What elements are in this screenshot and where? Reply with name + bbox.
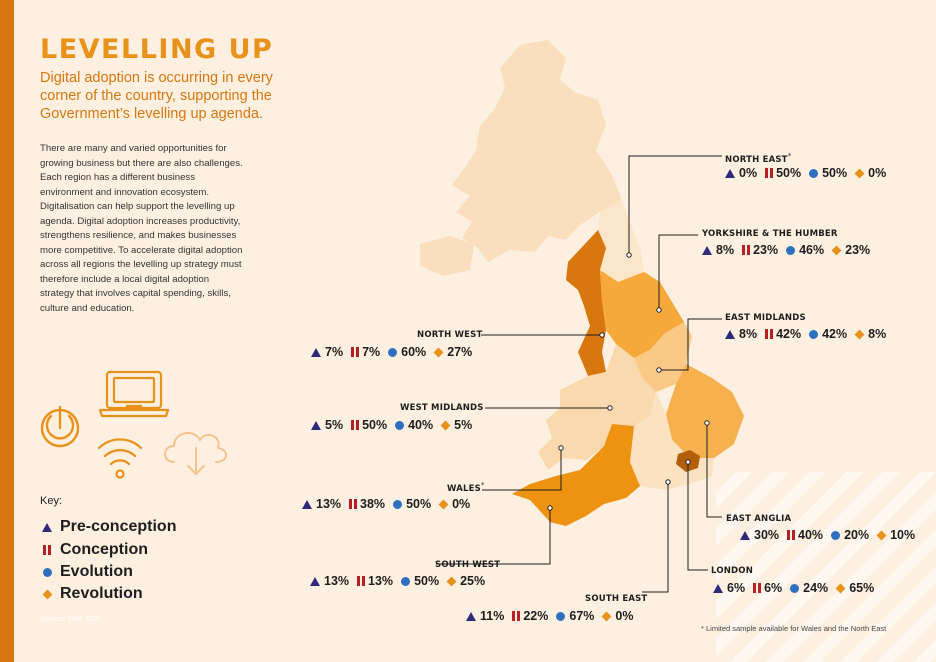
diamond-icon [433,347,444,357]
decorative-stripes [716,472,936,662]
diamond-icon [854,329,865,339]
bars-icon [351,347,355,357]
page-subtitle: Digital adoption is occurring in every c… [40,70,273,122]
triangle-icon [302,499,312,509]
region-west-midlands [600,344,656,426]
stats-north-east: 0% 50% 50% 0% [725,166,886,180]
bars-icon [43,545,46,555]
diamond-icon [440,420,451,430]
bars-icon [765,329,769,339]
region-north-east [598,200,644,282]
region-northern-ireland [420,236,474,276]
region-east-midlands [634,322,692,392]
leader-end-points [547,252,710,511]
circle-icon [831,530,841,540]
circle-icon [809,168,819,178]
bars-icon [753,583,757,593]
stats-yorkshire: 8% 23% 46% 23% [702,243,870,257]
leader-lines [436,155,722,593]
circle-icon [401,576,411,586]
circle-icon [809,329,819,339]
circle-icon [393,499,403,509]
label-south-east: SOUTH EAST [585,594,648,604]
circle-icon [556,611,566,621]
triangle-icon [466,611,476,621]
key-item-evolution: Evolution [40,563,133,581]
label-north-east: NORTH EAST* [725,152,792,165]
triangle-icon [725,168,735,178]
diamond-icon [438,499,449,509]
bars-icon [765,168,769,178]
label-south-west: SOUTH WEST [435,560,501,570]
wifi-icon [97,438,143,479]
label-wales: WALES* [447,481,485,494]
stats-london: 6% 6% 24% 65% [713,581,874,595]
laptop-icon [98,370,170,418]
diamond-icon [854,168,865,178]
circle-icon [786,245,796,255]
diamond-icon [601,611,612,621]
stats-east-anglia: 30% 40% 20% 10% [740,528,915,542]
triangle-icon [311,420,321,430]
key-label: Key: [40,495,63,507]
key-item-pre-conception: Pre-conception [40,518,176,536]
bars-icon [351,420,355,430]
triangle-icon [42,522,52,532]
bars-icon [512,611,516,621]
bars-icon [742,245,746,255]
side-accent-bar [0,0,14,662]
label-east-midlands: EAST MIDLANDS [725,313,806,323]
label-london: LONDON [711,566,754,576]
source-note: Source: DMI, BCC [40,614,102,623]
circle-icon [388,347,398,357]
stats-east-midlands: 8% 42% 42% 8% [725,327,886,341]
triangle-icon [311,347,321,357]
diamond-icon [831,245,842,255]
circle-icon [42,567,52,577]
bars-icon [357,576,361,586]
power-icon [40,405,80,448]
stats-south-west: 13% 13% 50% 25% [310,574,485,588]
region-wales [538,372,612,470]
diamond-icon [42,589,53,599]
intro-paragraph: There are many and varied opportunities … [40,143,243,314]
key-item-conception: Conception [40,541,148,559]
region-east-anglia [666,364,744,458]
bars-icon [349,499,353,509]
region-south-west [512,424,640,526]
triangle-icon [310,576,320,586]
stats-wales: 13% 38% 50% 0% [302,497,470,511]
circle-icon [790,583,800,593]
label-north-west: NORTH WEST [417,330,483,340]
triangle-icon [740,530,750,540]
cloud-download-icon [164,431,227,475]
diamond-icon [876,530,887,540]
stats-north-west: 7% 7% 60% 27% [311,345,472,359]
bars-icon [787,530,791,540]
label-east-anglia: EAST ANGLIA [726,514,792,524]
key-item-revolution: Revolution [40,585,143,603]
triangle-icon [713,583,723,593]
label-yorkshire: YORKSHIRE & THE HUMBER [702,229,838,239]
circle-icon [395,420,405,430]
triangle-icon [725,329,735,339]
label-west-midlands: WEST MIDLANDS [400,403,484,413]
footnote: * Limited sample available for Wales and… [701,624,887,633]
region-scotland [452,40,622,262]
page-title: LEVELLING UP [40,34,274,65]
region-north-west [566,230,606,376]
stats-south-east: 11% 22% 67% 0% [466,609,633,623]
stats-west-midlands: 5% 50% 40% 5% [311,418,472,432]
region-yorkshire [600,270,684,358]
diamond-icon [835,583,846,593]
triangle-icon [702,245,712,255]
diamond-icon [446,576,457,586]
